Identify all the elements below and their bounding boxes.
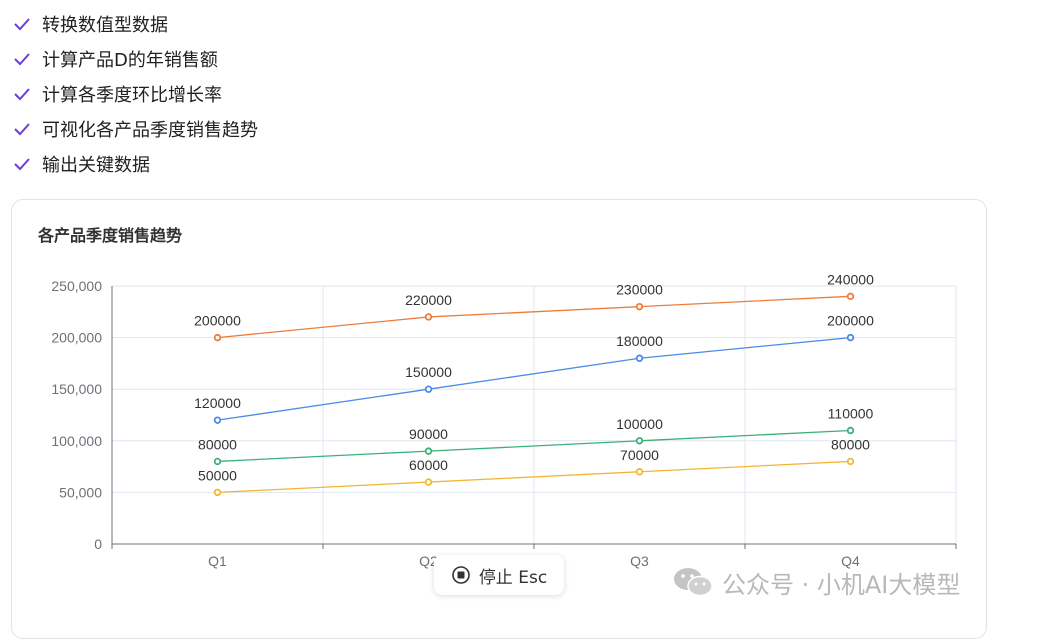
data-label: 80000: [831, 436, 870, 452]
checkmark-icon: [14, 157, 30, 170]
stop-button-label: 停止 Esc: [478, 567, 548, 588]
y-tick-label: 0: [94, 536, 102, 552]
task-label: 计算产品D的年销售额: [42, 49, 218, 71]
data-label: 50000: [198, 467, 237, 483]
data-point: [635, 437, 644, 445]
data-point: [424, 478, 433, 486]
data-label: 100000: [616, 416, 663, 432]
data-point: [213, 488, 222, 497]
line-chart: 0 50,000 100,000 150,000 200,000 250,000 Q1 Q2 Q…: [51, 271, 957, 569]
data-label: 200000: [194, 313, 241, 329]
checkmark-icon: [14, 52, 30, 65]
x-tick-label: Q1: [208, 553, 227, 569]
data-point: [846, 426, 855, 435]
task-item: 可视化各产品季度销售趋势: [12, 111, 258, 146]
data-label: 120000: [194, 395, 241, 411]
x-tick-label: Q3: [630, 553, 649, 569]
series-line: [217, 336, 851, 421]
data-label: 240000: [827, 271, 874, 287]
data-point: [635, 468, 644, 476]
data-label: 220000: [405, 292, 452, 308]
data-label: 110000: [828, 405, 874, 421]
wechat-icon: [674, 568, 713, 597]
data-point: [846, 457, 855, 466]
task-list: 转换数值型数据 计算产品D的年销售额 计算各季度环比增长率 可视化各产品季度销售…: [12, 6, 258, 181]
data-point: [213, 416, 222, 424]
stop-button[interactable]: 停止 Esc: [434, 555, 564, 595]
y-tick-label: 200,000: [51, 330, 102, 346]
data-label: 70000: [620, 447, 659, 463]
data-point: [424, 313, 433, 321]
data-point: [424, 447, 433, 455]
task-item: 转换数值型数据: [12, 6, 258, 41]
watermark: 公众号 · 小机AI大模型: [672, 562, 960, 602]
series-line: [217, 460, 851, 494]
data-point: [846, 292, 855, 301]
y-tick-label: 100,000: [51, 433, 102, 449]
y-tick-label: 250,000: [51, 278, 102, 294]
task-label: 可视化各产品季度销售趋势: [42, 119, 258, 141]
stop-circle-icon: [452, 566, 470, 584]
checkmark-icon: [14, 87, 30, 100]
task-label: 输出关键数据: [42, 154, 150, 176]
data-point: [846, 333, 855, 342]
checkmark-icon: [14, 122, 30, 135]
data-point: [635, 302, 644, 311]
series-line: [217, 295, 851, 339]
y-tick-label: 150,000: [51, 381, 102, 397]
data-label: 180000: [616, 333, 663, 349]
series-line: [217, 429, 851, 463]
watermark-text: 公众号 · 小机AI大模型: [722, 570, 961, 599]
x-tick-label: Q4: [841, 553, 860, 569]
data-label: 150000: [405, 364, 452, 380]
data-point: [424, 385, 433, 393]
data-label: 230000: [616, 282, 663, 298]
x-tick-label: Q2: [419, 553, 438, 569]
data-point: [635, 354, 644, 362]
task-item: 计算各季度环比增长率: [12, 76, 258, 111]
data-point: [213, 333, 222, 342]
data-label: 60000: [409, 457, 448, 473]
y-tick-label: 50,000: [59, 484, 102, 500]
data-label: 80000: [198, 436, 237, 452]
task-label: 转换数值型数据: [42, 14, 168, 36]
data-point: [213, 457, 222, 466]
checkmark-icon: [14, 17, 30, 30]
task-item: 计算产品D的年销售额: [12, 41, 258, 76]
chart-title: 各产品季度销售趋势: [38, 226, 183, 245]
task-item: 输出关键数据: [12, 146, 258, 181]
data-label: 200000: [827, 313, 874, 329]
data-label: 90000: [409, 426, 448, 442]
task-label: 计算各季度环比增长率: [42, 84, 222, 106]
